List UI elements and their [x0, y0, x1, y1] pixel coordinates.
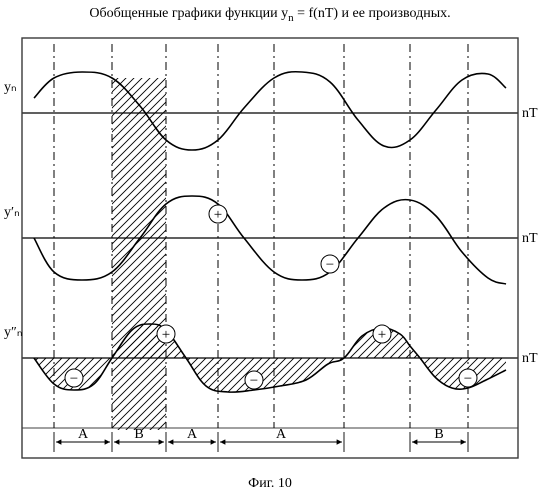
figure-caption: Фиг. 10	[0, 474, 540, 492]
dim-label-2: A	[187, 427, 198, 442]
sign-plus-1: +	[162, 327, 170, 343]
sign-minus-1: −	[70, 371, 78, 387]
axis-left-label-y3: y″ₙ	[4, 325, 22, 340]
axis-right-label-y3: nT	[522, 351, 538, 366]
sign-minus-0: −	[326, 257, 334, 273]
axis-left-label-y1: yₙ	[4, 80, 17, 95]
figure-svg: + + + − − − − A B A A B nT nT nT yₙ y′ₙ y″ₙ	[0, 28, 540, 474]
axis-left-label-y2: y′ₙ	[4, 205, 20, 220]
title-text-1: Обобщенные графики функции y	[89, 6, 288, 21]
sign-plus-2: +	[378, 327, 386, 343]
axis-right-label-y1: nT	[522, 106, 538, 121]
curve-y1	[34, 72, 506, 150]
dim-label-1: B	[134, 427, 143, 442]
sign-plus-0: +	[214, 207, 222, 223]
figure-title: Обобщенные графики функции yn = f(nT) и …	[0, 0, 540, 28]
y3-fill	[34, 324, 506, 392]
caption-text: Фиг. 10	[248, 476, 292, 491]
title-text-2: = f(nT) и ее производных.	[294, 6, 451, 21]
dim-label-3: A	[276, 427, 287, 442]
sign-minus-3: −	[464, 371, 472, 387]
curve-y2	[34, 196, 506, 284]
sign-minus-2: −	[250, 373, 258, 389]
dim-label-0: A	[78, 427, 89, 442]
axis-right-label-y2: nT	[522, 231, 538, 246]
dim-label-4: B	[434, 427, 443, 442]
